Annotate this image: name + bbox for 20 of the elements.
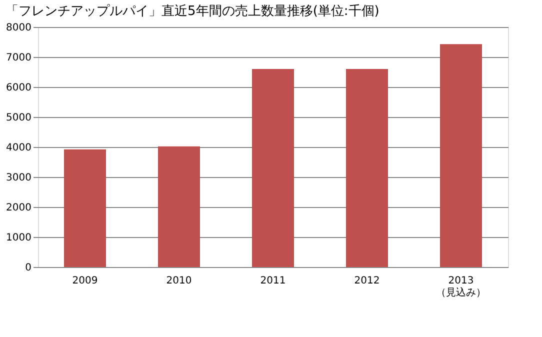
bar bbox=[252, 69, 294, 267]
y-tick-label: 8000 bbox=[6, 22, 32, 34]
y-tick-label: 7000 bbox=[6, 52, 32, 64]
x-tick-label: 2013 （見込み） bbox=[436, 276, 486, 298]
bar bbox=[440, 44, 482, 267]
bar bbox=[346, 69, 388, 267]
x-tick-label: 2010 bbox=[166, 276, 192, 286]
x-tick-label: 2011 bbox=[260, 276, 286, 286]
y-tick-label: 4000 bbox=[6, 142, 32, 154]
bar bbox=[64, 149, 106, 267]
y-tick-label: 5000 bbox=[6, 112, 32, 124]
y-tick-label: 3000 bbox=[6, 172, 32, 184]
bar bbox=[158, 146, 200, 267]
y-tick-label: 1000 bbox=[6, 232, 32, 244]
y-tick-label: 2000 bbox=[6, 202, 32, 214]
y-tick-label: 6000 bbox=[6, 82, 32, 94]
x-tick-label: 2009 bbox=[72, 276, 98, 286]
y-tick-label: 0 bbox=[25, 262, 32, 274]
x-tick-label: 2012 bbox=[354, 276, 380, 286]
chart-title: 「フレンチアップルパイ」直近5年間の売上数量推移(単位:千個) bbox=[6, 4, 380, 19]
